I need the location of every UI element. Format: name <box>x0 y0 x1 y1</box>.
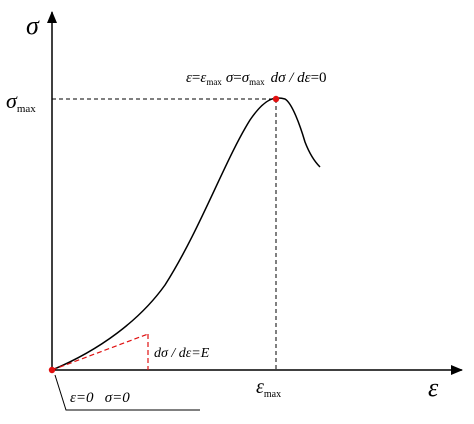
initial-tangent-line <box>51 333 149 371</box>
y-axis-symbol: σ <box>26 11 40 40</box>
sigma-max-label: σmax <box>6 88 36 115</box>
epsilon-max-label: εmax <box>256 376 281 400</box>
origin-leader-line <box>54 374 200 411</box>
initial-slope-label: dσ / dε=E <box>154 346 210 361</box>
origin-condition-label: ε=0 σ=0 <box>70 390 130 406</box>
stress-strain-curve <box>51 97 321 371</box>
peak-point <box>272 95 280 103</box>
origin-point <box>48 366 56 374</box>
peak-condition-annotation: ε=εmax σ=σmax dσ / dε=0 <box>186 70 327 87</box>
x-axis-symbol: ε <box>428 373 439 402</box>
